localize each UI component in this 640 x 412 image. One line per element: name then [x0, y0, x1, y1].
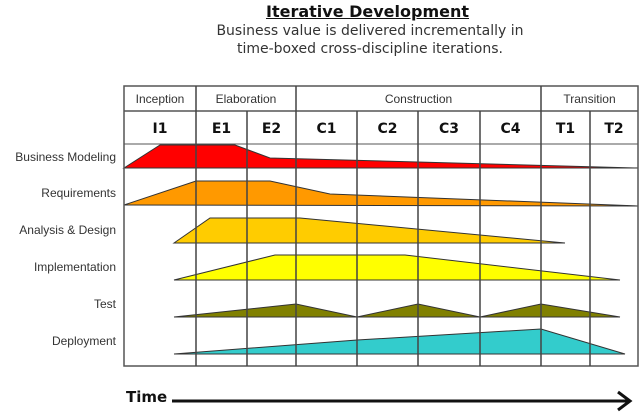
iteration-label: T1	[556, 121, 575, 137]
discipline-label: Requirements	[41, 186, 116, 200]
time-axis-label: Time	[126, 388, 168, 406]
iteration-label: E1	[212, 121, 231, 137]
discipline-effort-shape	[122, 144, 639, 169]
discipline-label: Implementation	[34, 260, 116, 274]
phase-label: Construction	[385, 92, 452, 106]
iteration-label: E2	[262, 121, 281, 137]
discipline-label: Test	[94, 297, 117, 311]
arrow-head-icon	[617, 390, 633, 412]
table-border	[123, 85, 639, 367]
phase-label: Transition	[563, 92, 615, 106]
discipline-label: Analysis & Design	[19, 223, 116, 237]
iteration-label: C2	[377, 121, 397, 137]
subtitle-line-1: Business value is delivered incrementall…	[216, 23, 524, 39]
discipline-label: Business Modeling	[15, 150, 116, 164]
iteration-label: I1	[153, 121, 168, 137]
discipline-label: Deployment	[52, 334, 117, 348]
diagram-title: Iterative Development	[265, 2, 470, 21]
phase-label: Elaboration	[216, 92, 277, 106]
iteration-label: C4	[500, 121, 520, 137]
subtitle-line-2: time-boxed cross-discipline iterations.	[236, 41, 503, 57]
discipline-effort-shape	[123, 180, 639, 207]
discipline-effort-shape	[173, 303, 621, 318]
discipline-labels: Business Modeling Requirements Analysis & …	[15, 150, 116, 348]
iteration-label: T2	[604, 121, 623, 137]
phase-label: Inception	[136, 92, 185, 106]
discipline-effort-shape	[173, 254, 621, 281]
iteration-label: C1	[316, 121, 336, 137]
iteration-header-row: I1 E1 E2 C1 C2 C3 C4 T1 T2	[153, 121, 624, 137]
discipline-effort-shape	[172, 217, 566, 244]
discipline-effort-shape	[173, 328, 626, 355]
diagram-subtitle: Business value is delivered incrementall…	[175, 22, 565, 58]
discipline-shapes	[122, 144, 639, 355]
iteration-label: C3	[439, 121, 459, 137]
time-arrow	[172, 390, 633, 412]
grid-lines	[123, 85, 639, 367]
phase-header-row: Inception Elaboration Construction Transiti…	[136, 92, 616, 106]
